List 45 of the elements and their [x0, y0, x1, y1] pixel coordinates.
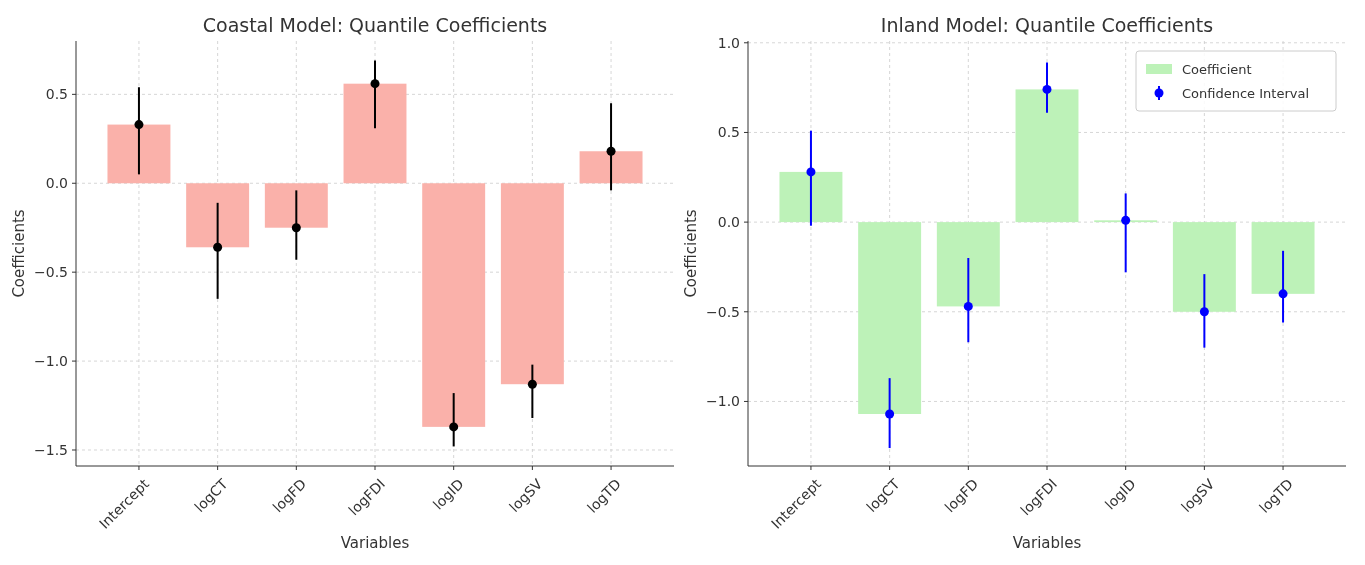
- y-tick-label: 1.0: [717, 34, 740, 51]
- bar: [858, 222, 922, 414]
- point: [885, 409, 895, 419]
- point: [527, 379, 537, 389]
- bar: [579, 151, 643, 184]
- y-tick-label: 0.0: [717, 214, 740, 231]
- point: [213, 242, 223, 252]
- x-axis-title: Variables: [340, 534, 410, 552]
- y-tick-label: 0.0: [45, 175, 68, 192]
- legend-label: Confidence Interval: [1182, 85, 1310, 101]
- y-tick-label: −1.0: [706, 393, 740, 410]
- legend-label: Coefficient: [1182, 61, 1252, 77]
- y-tick-label: −1.0: [34, 352, 68, 369]
- bar: [1251, 222, 1315, 294]
- point: [1042, 84, 1052, 94]
- bar: [1015, 89, 1079, 223]
- bar: [107, 124, 171, 184]
- point: [1199, 307, 1209, 317]
- point: [291, 223, 301, 233]
- bar: [343, 83, 407, 184]
- bar: [500, 183, 564, 385]
- bar: [264, 183, 328, 228]
- point: [963, 301, 973, 311]
- point: [1121, 215, 1131, 225]
- y-tick-label: 0.5: [717, 124, 740, 141]
- point: [370, 79, 380, 89]
- point: [1278, 289, 1288, 299]
- bar: [936, 222, 1000, 307]
- y-tick-label: −0.5: [706, 303, 740, 320]
- chart-title: Inland Model: Quantile Coefficients: [880, 14, 1214, 36]
- point: [134, 120, 144, 130]
- bar: [1172, 222, 1236, 312]
- y-tick-label: 0.5: [45, 86, 68, 103]
- point: [806, 167, 816, 177]
- point: [449, 422, 459, 432]
- y-tick-label: −0.5: [34, 264, 68, 281]
- x-axis-title: Variables: [1012, 534, 1082, 552]
- y-axis-title: Coefficients: [682, 209, 700, 298]
- y-tick-label: −1.5: [34, 441, 68, 458]
- y-axis-title: Coefficients: [10, 209, 28, 298]
- bar: [779, 171, 843, 223]
- chart-title: Coastal Model: Quantile Coefficients: [202, 14, 548, 36]
- point: [606, 146, 616, 156]
- bar: [422, 183, 486, 427]
- bar: [186, 183, 250, 248]
